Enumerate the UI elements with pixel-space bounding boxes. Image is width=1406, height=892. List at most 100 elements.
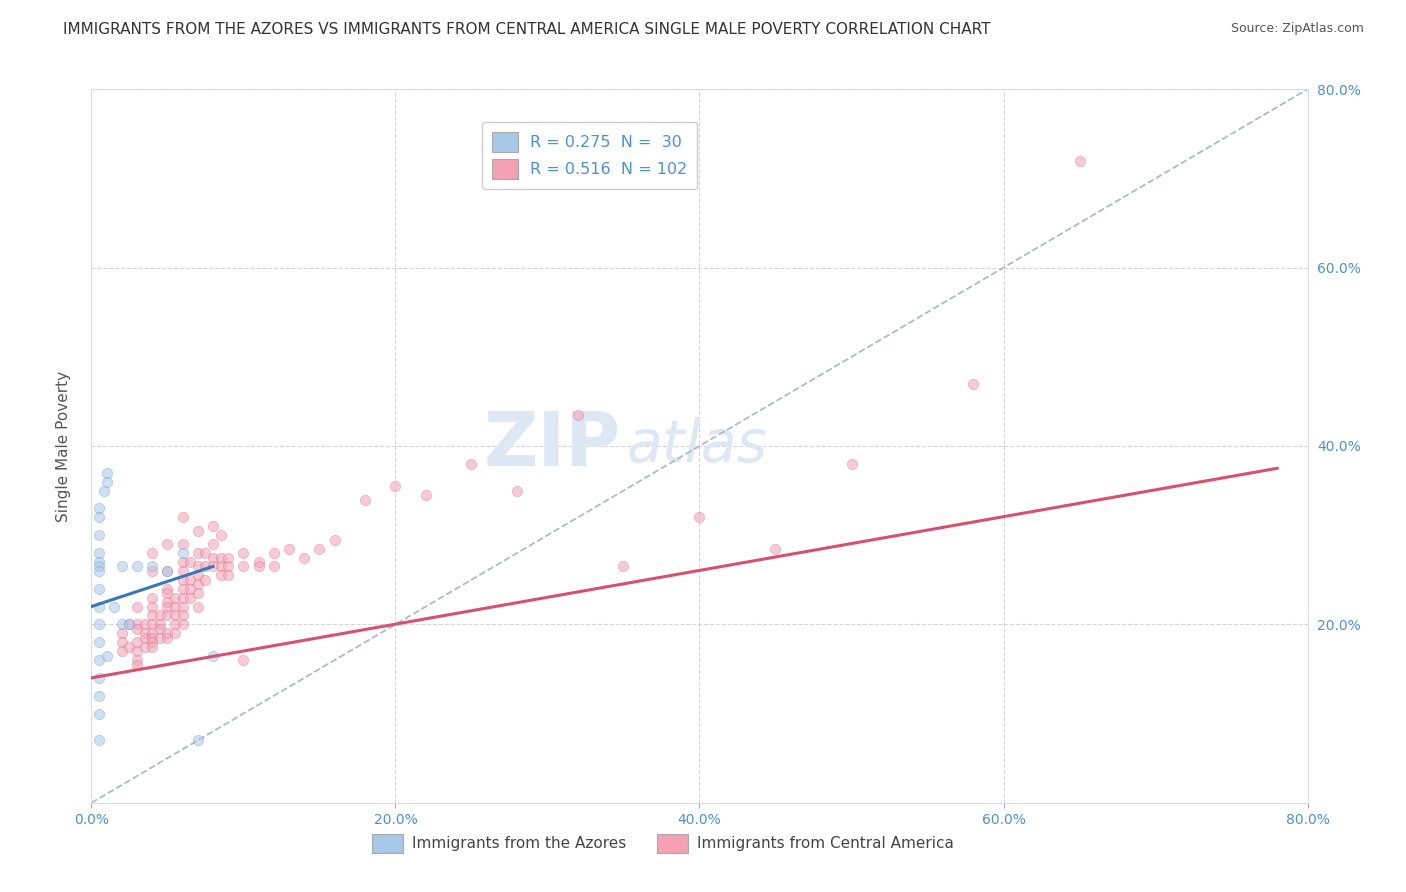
Point (187, 599, 209, 614)
Point (194, 546, 217, 560)
Point (118, 617, 141, 632)
Point (187, 568, 209, 582)
Point (156, 595, 179, 609)
Point (134, 631, 156, 645)
Point (141, 635, 163, 649)
Point (217, 559, 239, 574)
Point (179, 582, 201, 596)
Point (96, 466, 118, 480)
Text: Source: ZipAtlas.com: Source: ZipAtlas.com (1230, 22, 1364, 36)
Point (87, 564, 110, 578)
Point (172, 564, 194, 578)
Point (156, 582, 179, 596)
Point (172, 599, 194, 614)
Point (263, 559, 285, 574)
Point (141, 591, 163, 605)
Point (87, 555, 110, 569)
Point (93, 483, 115, 498)
Point (187, 577, 209, 591)
Point (141, 617, 163, 632)
Point (125, 644, 148, 658)
Point (87, 671, 110, 685)
Point (1069, 153, 1091, 168)
Point (125, 599, 148, 614)
Point (232, 653, 254, 667)
Point (172, 555, 194, 569)
Point (323, 533, 346, 547)
Point (163, 626, 186, 640)
Point (187, 586, 209, 600)
Point (172, 573, 194, 587)
Point (118, 617, 141, 632)
Point (156, 537, 179, 551)
Point (202, 559, 225, 574)
Point (111, 559, 134, 574)
Point (141, 640, 163, 654)
Point (111, 644, 134, 658)
Point (292, 550, 315, 565)
Point (209, 568, 232, 582)
Point (111, 617, 134, 632)
Point (141, 631, 163, 645)
Point (172, 510, 194, 524)
Point (187, 524, 209, 538)
Point (172, 546, 194, 560)
Point (172, 617, 194, 632)
Point (172, 582, 194, 596)
Point (263, 546, 285, 560)
Point (125, 657, 148, 672)
Point (278, 541, 301, 556)
Point (141, 608, 163, 623)
Point (141, 564, 163, 578)
Point (87, 559, 110, 574)
Point (125, 559, 148, 574)
Y-axis label: Single Male Poverty: Single Male Poverty (56, 370, 70, 522)
Point (194, 573, 217, 587)
Point (125, 617, 148, 632)
Point (87, 733, 110, 747)
Point (179, 573, 201, 587)
Point (567, 408, 589, 422)
Point (187, 559, 209, 574)
Point (111, 626, 134, 640)
Point (125, 622, 148, 636)
Point (688, 510, 710, 524)
Point (506, 483, 529, 498)
Point (163, 617, 186, 632)
Point (209, 559, 232, 574)
Point (156, 564, 179, 578)
Point (141, 599, 163, 614)
Point (612, 559, 634, 574)
Text: IMMIGRANTS FROM THE AZORES VS IMMIGRANTS FROM CENTRAL AMERICA SINGLE MALE POVERT: IMMIGRANTS FROM THE AZORES VS IMMIGRANTS… (63, 22, 991, 37)
Point (103, 599, 125, 614)
Point (202, 537, 225, 551)
Point (209, 528, 232, 542)
Point (118, 640, 141, 654)
Point (149, 617, 172, 632)
Point (156, 564, 179, 578)
Point (87, 653, 110, 667)
Point (149, 622, 172, 636)
Point (384, 479, 406, 493)
Point (187, 733, 209, 747)
Point (96, 648, 118, 663)
Point (172, 608, 194, 623)
Point (111, 635, 134, 649)
Point (217, 550, 239, 565)
Point (87, 501, 110, 516)
Point (87, 582, 110, 596)
Point (202, 648, 225, 663)
Point (841, 457, 863, 471)
Point (87, 635, 110, 649)
Point (247, 555, 270, 569)
Legend: Immigrants from the Azores, Immigrants from Central America: Immigrants from the Azores, Immigrants f… (367, 828, 960, 859)
Point (163, 599, 186, 614)
Point (125, 635, 148, 649)
Point (141, 559, 163, 574)
Text: ZIP: ZIP (484, 409, 620, 483)
Point (125, 653, 148, 667)
Point (163, 591, 186, 605)
Point (179, 591, 201, 605)
Point (156, 631, 179, 645)
Point (202, 550, 225, 565)
